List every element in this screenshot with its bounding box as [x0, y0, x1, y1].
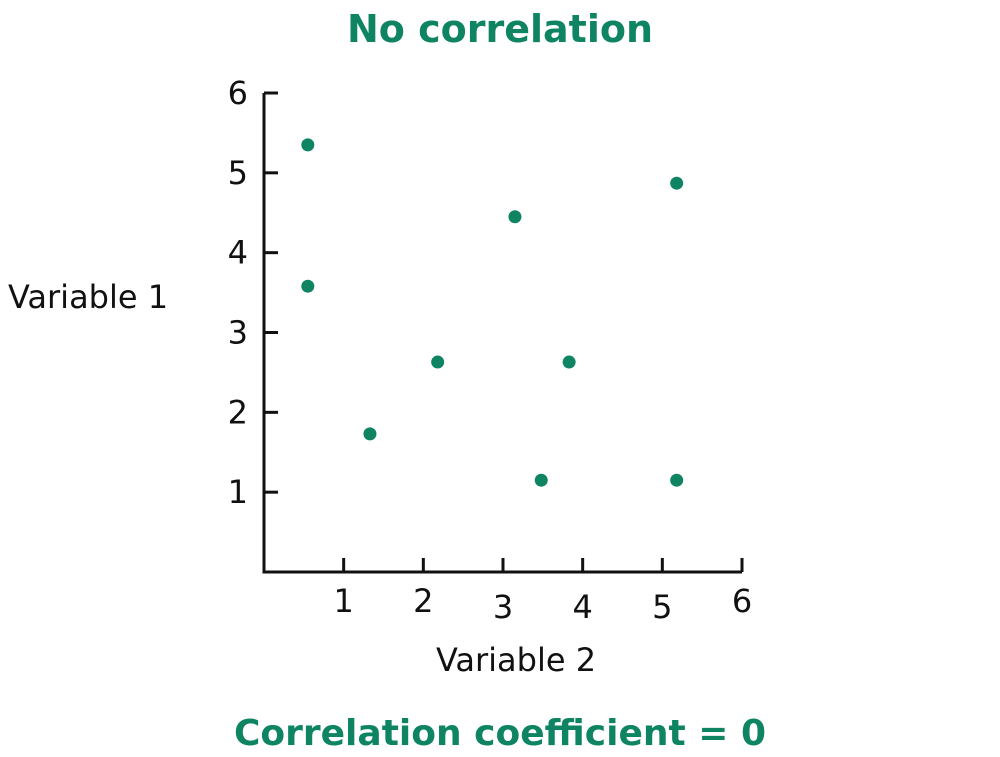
scatter-point: [363, 427, 377, 441]
scatter-point: [670, 473, 684, 487]
tick-labels: 1 2 3 4 5 6 1 2 3 4 5 6: [228, 74, 753, 626]
y-tick-label: 2: [228, 393, 248, 431]
x-tick-label: 2: [413, 582, 433, 620]
x-axis-label: Variable 2: [436, 641, 596, 679]
scatter-point: [301, 138, 315, 152]
scatter-point: [534, 473, 548, 487]
axes: [262, 93, 742, 574]
y-tick-label: 4: [228, 234, 248, 272]
scatter-point: [670, 176, 684, 190]
y-axis-label: Variable 1: [8, 278, 168, 316]
x-tick-label: 3: [493, 588, 513, 626]
data-points: [301, 138, 684, 487]
scatter-point: [562, 355, 576, 369]
correlation-footer: Correlation coefficient = 0: [234, 713, 766, 754]
chart-title: No correlation: [347, 7, 653, 51]
x-tick-label: 6: [732, 582, 752, 620]
y-tick-label: 6: [228, 74, 248, 112]
x-tick-label: 4: [572, 588, 592, 626]
scatter-point: [508, 210, 522, 224]
x-tick-label: 1: [333, 582, 353, 620]
scatter-point: [431, 355, 445, 369]
ticks: [264, 91, 744, 572]
y-tick-label: 1: [228, 473, 248, 511]
x-tick-label: 5: [652, 588, 672, 626]
y-tick-label: 3: [228, 314, 248, 352]
y-tick-label: 5: [228, 154, 248, 192]
scatter-point: [301, 279, 315, 293]
